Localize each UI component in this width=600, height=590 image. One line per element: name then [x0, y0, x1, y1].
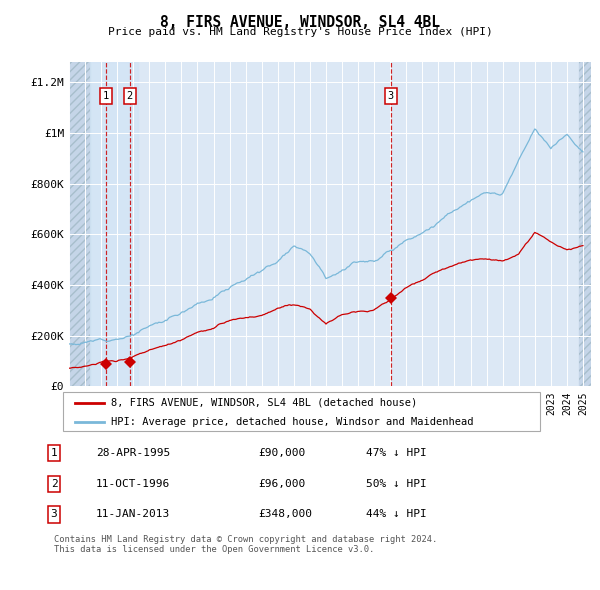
Text: 2: 2 — [127, 91, 133, 101]
Bar — [579, 62, 591, 386]
Text: 11-JAN-2013: 11-JAN-2013 — [96, 510, 170, 519]
Text: £348,000: £348,000 — [258, 510, 312, 519]
Text: 28-APR-1995: 28-APR-1995 — [96, 448, 170, 458]
Text: £96,000: £96,000 — [258, 479, 305, 489]
Text: 11-OCT-1996: 11-OCT-1996 — [96, 479, 170, 489]
Text: Price paid vs. HM Land Registry's House Price Index (HPI): Price paid vs. HM Land Registry's House … — [107, 27, 493, 37]
Bar — [69, 62, 90, 386]
Text: 1: 1 — [50, 448, 58, 458]
Bar — [90, 62, 138, 386]
Text: 47% ↓ HPI: 47% ↓ HPI — [366, 448, 427, 458]
Text: 1: 1 — [103, 91, 109, 101]
Text: 8, FIRS AVENUE, WINDSOR, SL4 4BL: 8, FIRS AVENUE, WINDSOR, SL4 4BL — [160, 15, 440, 30]
Text: HPI: Average price, detached house, Windsor and Maidenhead: HPI: Average price, detached house, Wind… — [111, 417, 473, 427]
Bar — [69, 62, 90, 386]
Text: 50% ↓ HPI: 50% ↓ HPI — [366, 479, 427, 489]
Text: 8, FIRS AVENUE, WINDSOR, SL4 4BL (detached house): 8, FIRS AVENUE, WINDSOR, SL4 4BL (detach… — [111, 398, 417, 408]
Text: Contains HM Land Registry data © Crown copyright and database right 2024.
This d: Contains HM Land Registry data © Crown c… — [54, 535, 437, 554]
Text: £90,000: £90,000 — [258, 448, 305, 458]
Bar — [579, 62, 591, 386]
Text: 44% ↓ HPI: 44% ↓ HPI — [366, 510, 427, 519]
FancyBboxPatch shape — [63, 392, 540, 431]
Text: 2: 2 — [50, 479, 58, 489]
Text: 3: 3 — [50, 510, 58, 519]
Text: 3: 3 — [388, 91, 394, 101]
